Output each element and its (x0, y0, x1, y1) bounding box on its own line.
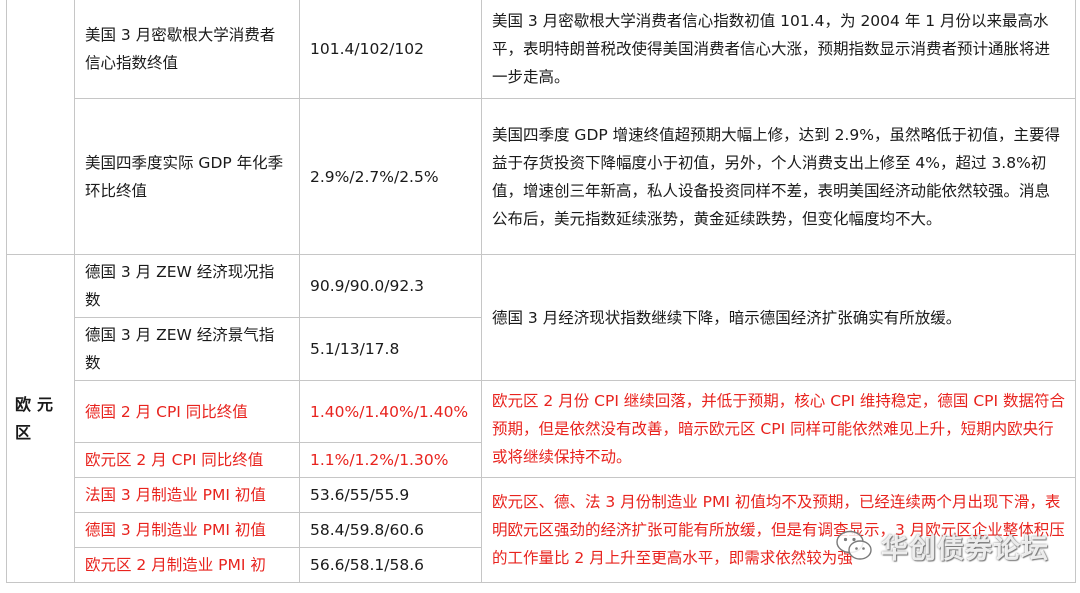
table-row: 德国 3 月制造业 PMI 初值 58.4/59.8/60.6 (7, 512, 1076, 548)
indicator-cell: 德国 2 月 CPI 同比终值 (74, 380, 300, 443)
indicator-cell: 美国四季度实际 GDP 年化季环比终值 (74, 98, 300, 255)
value-cell: 56.6/58.1/58.6 (299, 547, 482, 583)
value-cell: 1.40%/1.40%/1.40% (299, 380, 482, 443)
comment-cell: 美国 3 月密歇根大学消费者信心指数初值 101.4，为 2004 年 1 月份… (481, 0, 1076, 99)
table-row: 美国 3 月密歇根大学消费者信心指数终值 101.4/102/102 美国 3 … (6, 0, 1076, 255)
region-cell-euro: 欧元区 (6, 254, 75, 583)
table-row: 德国 3 月 ZEW 经济景气指数 5.1/13/17.8 (7, 317, 1076, 381)
value-cell: 2.9%/2.7%/2.5% (299, 98, 482, 255)
indicator-cell: 德国 3 月 ZEW 经济现况指数 (74, 254, 300, 318)
value-cell: 101.4/102/102 (299, 0, 482, 99)
table-row: 欧元区 2 月 CPI 同比终值 1.1%/1.2%/1.30% (7, 442, 1076, 478)
comment-cell: 欧元区、德、法 3 月份制造业 PMI 初值均不及预期，已经连续两个月出现下滑，… (481, 477, 1076, 583)
indicator-cell: 欧元区 2 月制造业 PMI 初 (74, 547, 300, 583)
indicator-cell: 法国 3 月制造业 PMI 初值 (74, 477, 300, 513)
table-row: 美国四季度实际 GDP 年化季环比终值 2.9%/2.7%/2.5% 美国四季度… (7, 98, 1076, 255)
value-cell: 53.6/55/55.9 (299, 477, 482, 513)
comment-cell: 德国 3 月经济现状指数继续下降，暗示德国经济扩张确实有所放缓。 (481, 254, 1076, 381)
table-row: 欧元区 德国 3 月 ZEW 经济现况指数 90.9/90.0/92.3 德国 … (6, 254, 1076, 583)
value-cell: 5.1/13/17.8 (299, 317, 482, 381)
indicator-cell: 美国 3 月密歇根大学消费者信心指数终值 (74, 0, 300, 99)
comment-cell: 欧元区 2 月份 CPI 继续回落，并低于预期，核心 CPI 维持稳定，德国 C… (481, 380, 1076, 478)
table-row: 欧元区 2 月制造业 PMI 初 56.6/58.1/58.6 (7, 547, 1076, 583)
region-cell-us (6, 0, 75, 255)
table-row: 德国 2 月 CPI 同比终值 1.40%/1.40%/1.40% 欧元区 2 … (7, 380, 1076, 478)
indicator-cell: 欧元区 2 月 CPI 同比终值 (74, 442, 300, 478)
value-cell: 90.9/90.0/92.3 (299, 254, 482, 318)
table-row: 法国 3 月制造业 PMI 初值 53.6/55/55.9 欧元区、德、法 3 … (7, 477, 1076, 583)
economic-data-table: 美国 3 月密歇根大学消费者信心指数终值 101.4/102/102 美国 3 … (6, 0, 1076, 583)
value-cell: 1.1%/1.2%/1.30% (299, 442, 482, 478)
comment-cell: 美国四季度 GDP 增速终值超预期大幅上修，达到 2.9%，虽然略低于初值，主要… (481, 98, 1076, 255)
indicator-cell: 德国 3 月制造业 PMI 初值 (74, 512, 300, 548)
value-cell: 58.4/59.8/60.6 (299, 512, 482, 548)
indicator-cell: 德国 3 月 ZEW 经济景气指数 (74, 317, 300, 381)
